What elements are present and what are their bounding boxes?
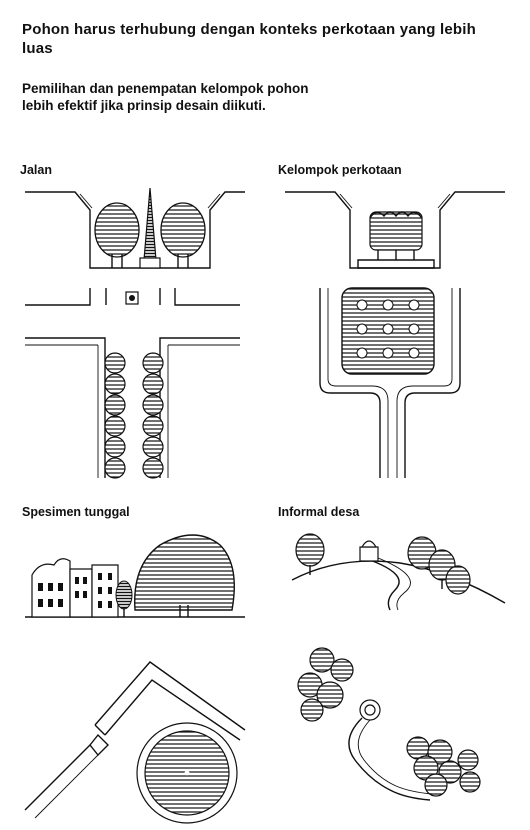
street-section-diagram xyxy=(20,180,250,275)
page-subtitle: Pemilihan dan penempatan kelompok pohon … xyxy=(22,81,309,113)
street-plan-diagram xyxy=(20,283,250,483)
informal-village-elevation-diagram xyxy=(280,525,510,611)
single-specimen-elevation-diagram xyxy=(20,525,250,620)
informal-village-plan-diagram xyxy=(280,640,510,820)
urban-group-plan-diagram xyxy=(280,283,510,483)
informal-village-panel-label: Informal desa xyxy=(278,505,360,519)
urban-group-section-diagram xyxy=(280,180,510,275)
street-panel-label: Jalan xyxy=(20,163,52,177)
urban-group-panel-label: Kelompok perkotaan xyxy=(278,163,402,177)
page-title: Pohon harus terhubung dengan konteks per… xyxy=(22,21,476,57)
single-specimen-panel-label: Spesimen tunggal xyxy=(22,505,130,519)
single-specimen-plan-diagram xyxy=(20,650,260,825)
